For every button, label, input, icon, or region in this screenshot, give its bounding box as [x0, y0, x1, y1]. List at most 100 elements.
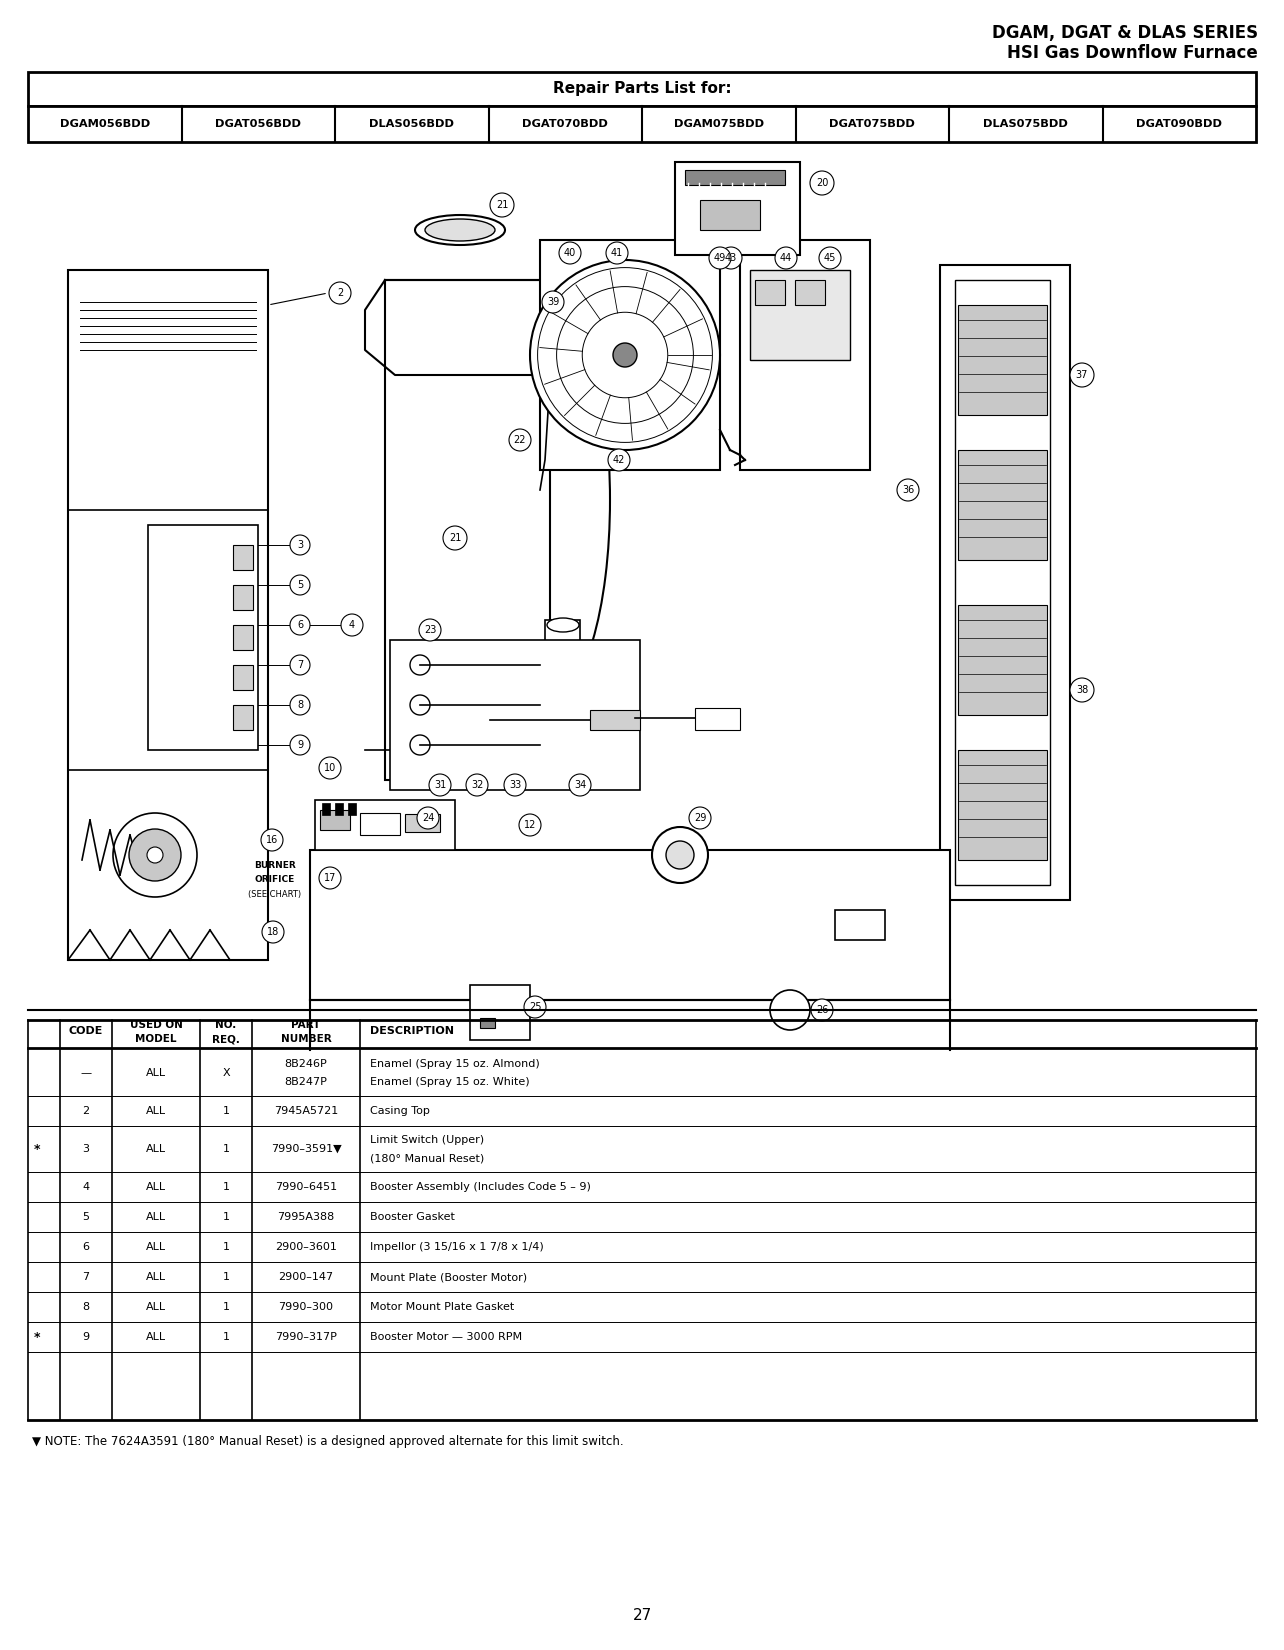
Text: BURNER: BURNER [254, 861, 295, 870]
Text: 7: 7 [297, 660, 303, 670]
Text: 40: 40 [564, 248, 577, 257]
Text: NO.: NO. [216, 1020, 236, 1030]
Text: 7990–300: 7990–300 [279, 1302, 334, 1312]
Text: 3: 3 [297, 540, 303, 549]
Bar [940, 266, 1070, 899]
Circle shape [113, 813, 196, 898]
Text: Booster Motor — 3000 RPM: Booster Motor — 3000 RPM [370, 1332, 523, 1341]
Bar [755, 280, 785, 305]
Ellipse shape [547, 619, 579, 632]
Text: DGAT070BDD: DGAT070BDD [523, 119, 609, 129]
Text: 6: 6 [297, 620, 303, 630]
Bar [958, 606, 1046, 714]
Bar [541, 239, 720, 470]
Text: 22: 22 [514, 436, 526, 446]
Text: ▼ NOTE: The 7624A3591 (180° Manual Reset) is a designed approved alternate for t: ▼ NOTE: The 7624A3591 (180° Manual Reset… [32, 1436, 624, 1449]
Text: 4: 4 [349, 620, 356, 630]
Ellipse shape [425, 219, 496, 241]
Circle shape [318, 757, 342, 779]
Circle shape [530, 261, 720, 450]
Text: 29: 29 [693, 813, 706, 823]
Text: Booster Gasket: Booster Gasket [370, 1213, 455, 1223]
Text: Limit Switch (Upper): Limit Switch (Upper) [370, 1135, 484, 1145]
Bar [232, 625, 253, 650]
Bar [750, 271, 850, 360]
Text: 17: 17 [324, 873, 336, 883]
Text: (SEE CHART): (SEE CHART) [248, 891, 302, 899]
Circle shape [261, 828, 282, 851]
Circle shape [652, 827, 707, 883]
Text: 25: 25 [529, 1002, 542, 1011]
Text: DLAS056BDD: DLAS056BDD [370, 119, 455, 129]
Bar [232, 544, 253, 569]
Text: 45: 45 [824, 252, 836, 262]
Text: 20: 20 [815, 178, 828, 188]
Bar [320, 810, 351, 830]
Text: 44: 44 [779, 252, 792, 262]
Text: DGAT056BDD: DGAT056BDD [216, 119, 302, 129]
Text: 21: 21 [496, 200, 508, 210]
Circle shape [690, 807, 711, 828]
Text: Motor Mount Plate Gasket: Motor Mount Plate Gasket [370, 1302, 515, 1312]
Circle shape [318, 866, 342, 889]
Text: *: * [33, 1330, 41, 1343]
Text: 42: 42 [612, 455, 625, 465]
Bar [335, 804, 343, 815]
Bar [232, 586, 253, 610]
Circle shape [290, 695, 309, 714]
Circle shape [342, 614, 363, 635]
Text: 1: 1 [222, 1242, 230, 1252]
Text: 1: 1 [222, 1213, 230, 1223]
Bar [591, 710, 639, 729]
Text: 2: 2 [82, 1106, 90, 1115]
Circle shape [1070, 678, 1094, 701]
Circle shape [559, 243, 580, 264]
Circle shape [569, 774, 591, 795]
Text: 8: 8 [82, 1302, 90, 1312]
Text: X: X [222, 1068, 230, 1077]
Bar [700, 200, 760, 229]
Bar [958, 305, 1046, 416]
Text: ALL: ALL [146, 1068, 166, 1077]
Text: 36: 36 [901, 485, 914, 495]
Circle shape [290, 574, 309, 596]
Circle shape [262, 921, 284, 944]
Text: 32: 32 [471, 780, 483, 790]
Circle shape [770, 990, 810, 1030]
Circle shape [776, 248, 797, 269]
Text: 8: 8 [297, 700, 303, 710]
Text: 49: 49 [714, 252, 727, 262]
Circle shape [290, 615, 309, 635]
Bar [480, 1018, 496, 1028]
Text: 10: 10 [324, 762, 336, 772]
Text: NUMBER: NUMBER [281, 1035, 331, 1044]
Circle shape [612, 343, 637, 366]
Text: 1: 1 [222, 1106, 230, 1115]
Bar [322, 804, 330, 815]
Bar [390, 640, 639, 790]
Text: ALL: ALL [146, 1181, 166, 1191]
Circle shape [146, 846, 163, 863]
Circle shape [666, 842, 693, 870]
Text: DGAM075BDD: DGAM075BDD [674, 119, 764, 129]
Text: 1: 1 [222, 1143, 230, 1153]
Circle shape [542, 290, 564, 314]
Bar [309, 850, 950, 1000]
Circle shape [128, 828, 181, 881]
Text: Impellor (3 15/16 x 1 7/8 x 1/4): Impellor (3 15/16 x 1 7/8 x 1/4) [370, 1242, 543, 1252]
Circle shape [290, 734, 309, 756]
Text: 3: 3 [82, 1143, 90, 1153]
Text: 1: 1 [222, 1302, 230, 1312]
Text: DLAS075BDD: DLAS075BDD [984, 119, 1068, 129]
Text: 33: 33 [508, 780, 521, 790]
Text: —: — [81, 1068, 91, 1077]
Text: REQ.: REQ. [212, 1035, 240, 1044]
Text: USED ON: USED ON [130, 1020, 182, 1030]
Text: Enamel (Spray 15 oz. White): Enamel (Spray 15 oz. White) [370, 1077, 529, 1087]
Circle shape [505, 774, 526, 795]
Bar [28, 106, 1256, 142]
Text: 1: 1 [222, 1181, 230, 1191]
Text: 38: 38 [1076, 685, 1088, 695]
Text: 34: 34 [574, 780, 586, 790]
Text: (180° Manual Reset): (180° Manual Reset) [370, 1153, 484, 1163]
